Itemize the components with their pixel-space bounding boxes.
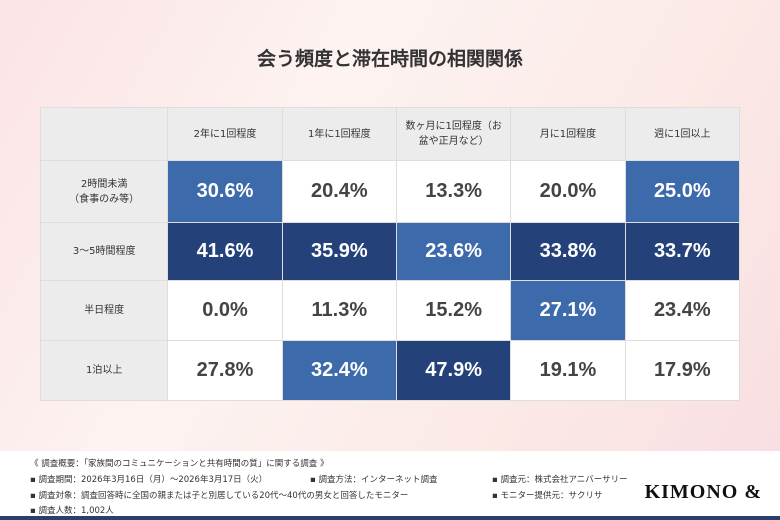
table-row: 2時間未満 （食事のみ等） 30.6% 20.4% 13.3% 20.0% 25.0% — [39, 160, 741, 223]
table-row: 半日程度 0.0% 11.3% 15.2% 27.1% 23.4% — [39, 280, 741, 341]
value-cell: 33.8% — [510, 222, 626, 281]
value-cell: 19.1% — [510, 340, 626, 401]
monitor-provider: ▪ モニター提供元：サクリサ — [492, 491, 603, 501]
row-label: 3〜5時間程度 — [39, 222, 169, 281]
table-row: 3〜5時間程度 41.6% 35.9% 23.6% 33.8% 33.7% — [39, 222, 741, 281]
value-cell: 17.9% — [624, 340, 741, 401]
kimono-logo: KIMONO & — [644, 481, 762, 503]
value-cell: 27.1% — [510, 280, 626, 341]
table-row: 1泊以上 27.8% 32.4% 47.9% 19.1% 17.9% — [39, 340, 741, 401]
value-cell: 15.2% — [395, 280, 512, 341]
survey-overview: 《 調査概要：「家族間のコミュニケーションと共有時間の質」に関する調査 》 — [30, 459, 329, 469]
column-header: 数ヶ月に1回程度（お 盆や正月など） — [395, 107, 512, 161]
value-cell: 13.3% — [395, 160, 512, 223]
correlation-table: 2年に1回程度 1年に1回程度 数ヶ月に1回程度（お 盆や正月など） 月に1回程度 週に1… — [39, 107, 741, 401]
header-row: 2年に1回程度 1年に1回程度 数ヶ月に1回程度（お 盆や正月など） 月に1回程度 週に1… — [39, 107, 741, 161]
column-header: 週に1回以上 — [624, 107, 741, 161]
value-cell: 30.6% — [167, 160, 283, 223]
value-cell: 27.8% — [167, 340, 283, 401]
corner-cell — [39, 107, 169, 161]
survey-method: ▪ 調査方法：インターネット調査 — [310, 475, 438, 485]
survey-count: ▪ 調査人数：1,002人 — [30, 506, 114, 516]
row-label: 半日程度 — [39, 280, 169, 341]
value-cell: 25.0% — [624, 160, 741, 223]
value-cell: 20.0% — [510, 160, 626, 223]
survey-footer: 《 調査概要：「家族間のコミュニケーションと共有時間の質」に関する調査 》 ▪ … — [0, 451, 780, 520]
column-header: 2年に1回程度 — [167, 107, 283, 161]
value-cell: 33.7% — [624, 222, 741, 281]
value-cell: 41.6% — [167, 222, 283, 281]
column-header: 月に1回程度 — [510, 107, 626, 161]
value-cell: 11.3% — [281, 280, 397, 341]
survey-source: ▪ 調査元：株式会社アニバーサリー — [492, 475, 628, 485]
value-cell: 23.6% — [395, 222, 512, 281]
value-cell: 20.4% — [281, 160, 397, 223]
survey-target: ▪ 調査対象：調査回答時に全国の親または子と別居している20代〜40代の男女と回… — [30, 491, 409, 501]
value-cell: 47.9% — [395, 340, 512, 401]
survey-period: ▪ 調査期間：2026年3月16日（月）〜2026年3月17日（火） — [30, 475, 268, 485]
value-cell: 0.0% — [167, 280, 283, 341]
value-cell: 35.9% — [281, 222, 397, 281]
chart-title: 会う頻度と滞在時間の相関関係 — [256, 48, 523, 70]
row-label: 2時間未満 （食事のみ等） — [39, 160, 169, 223]
column-header: 1年に1回程度 — [281, 107, 397, 161]
value-cell: 23.4% — [624, 280, 741, 341]
row-label: 1泊以上 — [39, 340, 169, 401]
value-cell: 32.4% — [281, 340, 397, 401]
